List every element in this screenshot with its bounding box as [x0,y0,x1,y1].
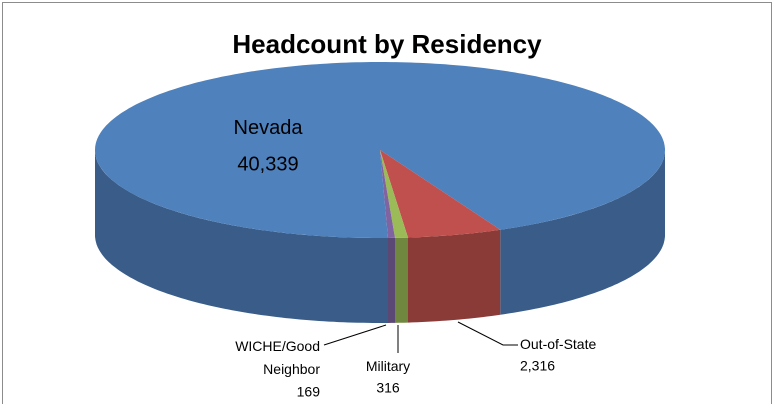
value-label: 40,339 [237,153,298,175]
slice-label: WICHE/Good Neighbor [235,338,320,377]
chart-title: Headcount by Residency [232,29,542,59]
leader-line [457,321,518,346]
slice [380,150,501,238]
value-label: 2,316 [520,358,555,374]
slice-label: Military [366,358,410,374]
slice-side [500,150,665,315]
slice-side [395,237,408,323]
value-label: 316 [376,380,400,396]
slice-side [95,150,388,323]
slice-label: Nevada [234,117,304,139]
leader-line [323,324,387,346]
slice-side [408,229,501,323]
slice [380,150,408,238]
slice [380,150,395,238]
value-label: 169 [297,384,321,400]
slice-label: Out-of-State [520,336,596,352]
slice-side [388,237,395,323]
